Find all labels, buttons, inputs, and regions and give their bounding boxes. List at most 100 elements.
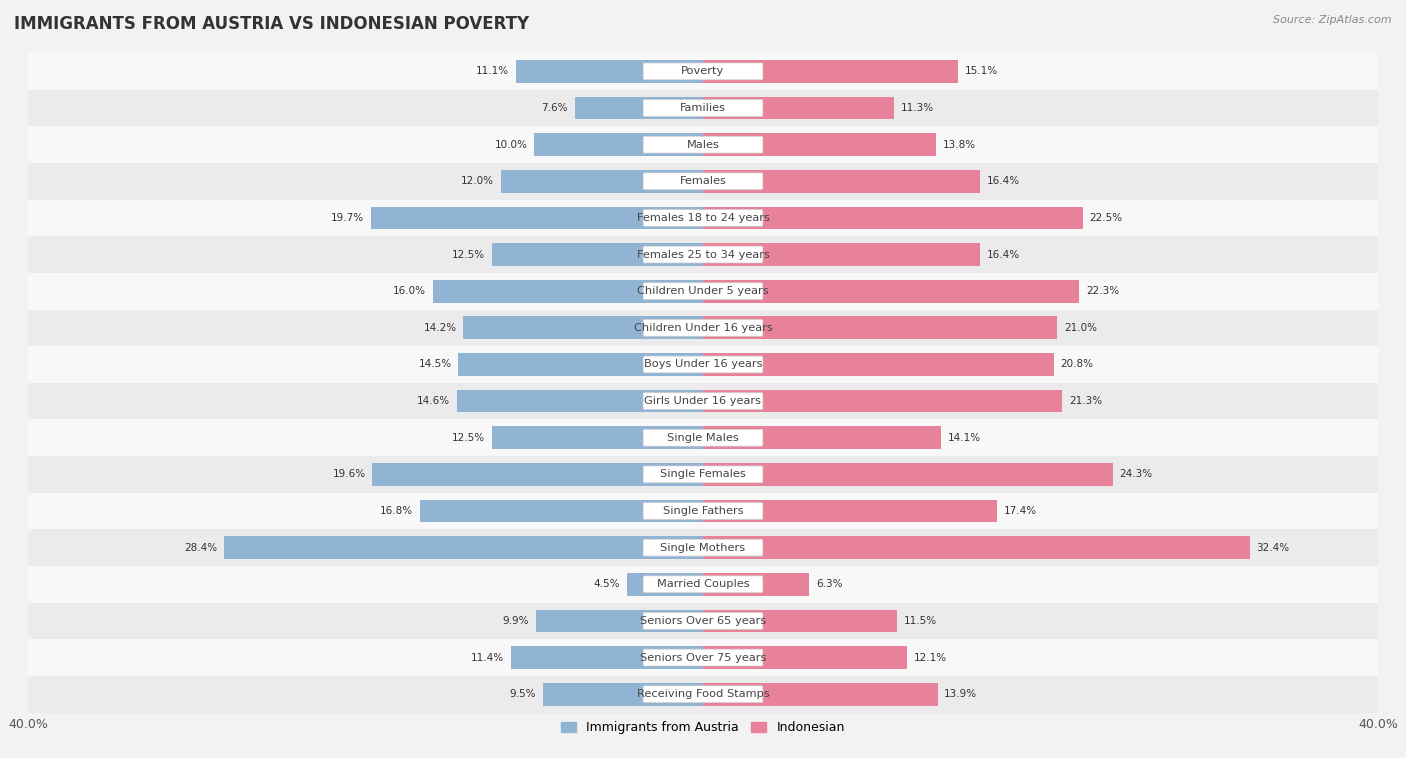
Text: 16.8%: 16.8% — [380, 506, 413, 516]
Text: Single Males: Single Males — [666, 433, 740, 443]
Text: 15.1%: 15.1% — [965, 67, 998, 77]
Bar — [28, 53, 1378, 89]
Legend: Immigrants from Austria, Indonesian: Immigrants from Austria, Indonesian — [557, 716, 849, 739]
Bar — [703, 170, 980, 193]
Bar — [457, 390, 703, 412]
Bar — [501, 170, 703, 193]
Bar — [28, 639, 1378, 676]
FancyBboxPatch shape — [643, 612, 763, 629]
Bar — [28, 346, 1378, 383]
Bar — [703, 463, 1114, 486]
Text: 10.0%: 10.0% — [495, 139, 527, 149]
FancyBboxPatch shape — [643, 319, 763, 337]
Text: 11.5%: 11.5% — [904, 616, 936, 626]
Bar — [703, 133, 936, 156]
Text: Poverty: Poverty — [682, 67, 724, 77]
Bar — [28, 529, 1378, 566]
Bar — [28, 163, 1378, 199]
Text: 14.5%: 14.5% — [419, 359, 451, 369]
Bar — [28, 603, 1378, 639]
Text: 32.4%: 32.4% — [1257, 543, 1289, 553]
Text: Source: ZipAtlas.com: Source: ZipAtlas.com — [1274, 15, 1392, 25]
Text: 13.8%: 13.8% — [942, 139, 976, 149]
FancyBboxPatch shape — [643, 576, 763, 593]
Bar — [28, 273, 1378, 309]
Bar — [703, 537, 1250, 559]
Bar — [371, 207, 703, 229]
FancyBboxPatch shape — [643, 209, 763, 227]
Bar — [516, 60, 703, 83]
Text: Females 25 to 34 years: Females 25 to 34 years — [637, 249, 769, 259]
FancyBboxPatch shape — [643, 283, 763, 299]
Bar — [510, 647, 703, 669]
Bar — [28, 566, 1378, 603]
FancyBboxPatch shape — [643, 503, 763, 519]
Bar — [627, 573, 703, 596]
Text: 14.1%: 14.1% — [948, 433, 981, 443]
Text: Single Fathers: Single Fathers — [662, 506, 744, 516]
Text: Children Under 16 years: Children Under 16 years — [634, 323, 772, 333]
FancyBboxPatch shape — [643, 63, 763, 80]
Text: 21.3%: 21.3% — [1069, 396, 1102, 406]
Text: Seniors Over 65 years: Seniors Over 65 years — [640, 616, 766, 626]
Text: Married Couples: Married Couples — [657, 579, 749, 589]
FancyBboxPatch shape — [643, 173, 763, 190]
Bar — [28, 456, 1378, 493]
Bar — [703, 97, 894, 119]
Text: 4.5%: 4.5% — [593, 579, 620, 589]
FancyBboxPatch shape — [643, 356, 763, 373]
Bar — [492, 243, 703, 266]
Text: Children Under 5 years: Children Under 5 years — [637, 287, 769, 296]
Text: 17.4%: 17.4% — [1004, 506, 1036, 516]
Text: Females: Females — [679, 177, 727, 186]
FancyBboxPatch shape — [643, 539, 763, 556]
Bar — [703, 280, 1080, 302]
FancyBboxPatch shape — [643, 686, 763, 703]
Text: Males: Males — [686, 139, 720, 149]
Text: 22.3%: 22.3% — [1085, 287, 1119, 296]
Bar — [703, 427, 941, 449]
Bar — [703, 573, 810, 596]
Text: 14.6%: 14.6% — [416, 396, 450, 406]
Text: IMMIGRANTS FROM AUSTRIA VS INDONESIAN POVERTY: IMMIGRANTS FROM AUSTRIA VS INDONESIAN PO… — [14, 15, 529, 33]
Text: Single Females: Single Females — [661, 469, 745, 479]
Bar — [28, 236, 1378, 273]
Text: 28.4%: 28.4% — [184, 543, 217, 553]
FancyBboxPatch shape — [643, 649, 763, 666]
Text: 7.6%: 7.6% — [541, 103, 568, 113]
Bar — [464, 317, 703, 339]
Bar — [534, 133, 703, 156]
Bar — [28, 676, 1378, 713]
Bar — [28, 493, 1378, 529]
Bar — [703, 647, 907, 669]
Bar — [28, 89, 1378, 127]
Text: 14.2%: 14.2% — [423, 323, 457, 333]
Text: 13.9%: 13.9% — [945, 689, 977, 699]
Text: 16.0%: 16.0% — [394, 287, 426, 296]
Text: 11.1%: 11.1% — [475, 67, 509, 77]
Bar — [28, 199, 1378, 236]
Text: 12.0%: 12.0% — [461, 177, 494, 186]
Bar — [703, 243, 980, 266]
Bar — [703, 609, 897, 632]
Text: 16.4%: 16.4% — [987, 249, 1019, 259]
Bar — [543, 683, 703, 706]
Text: 21.0%: 21.0% — [1064, 323, 1097, 333]
Bar — [575, 97, 703, 119]
Text: 24.3%: 24.3% — [1119, 469, 1153, 479]
Text: 19.7%: 19.7% — [330, 213, 364, 223]
FancyBboxPatch shape — [643, 99, 763, 117]
Text: 9.9%: 9.9% — [503, 616, 529, 626]
Text: Families: Families — [681, 103, 725, 113]
Text: Boys Under 16 years: Boys Under 16 years — [644, 359, 762, 369]
Text: 16.4%: 16.4% — [987, 177, 1019, 186]
Bar — [28, 127, 1378, 163]
Bar — [373, 463, 703, 486]
Text: Single Mothers: Single Mothers — [661, 543, 745, 553]
FancyBboxPatch shape — [643, 246, 763, 263]
Text: 20.8%: 20.8% — [1060, 359, 1094, 369]
Bar — [703, 390, 1063, 412]
Bar — [703, 317, 1057, 339]
FancyBboxPatch shape — [643, 136, 763, 153]
Bar — [458, 353, 703, 376]
